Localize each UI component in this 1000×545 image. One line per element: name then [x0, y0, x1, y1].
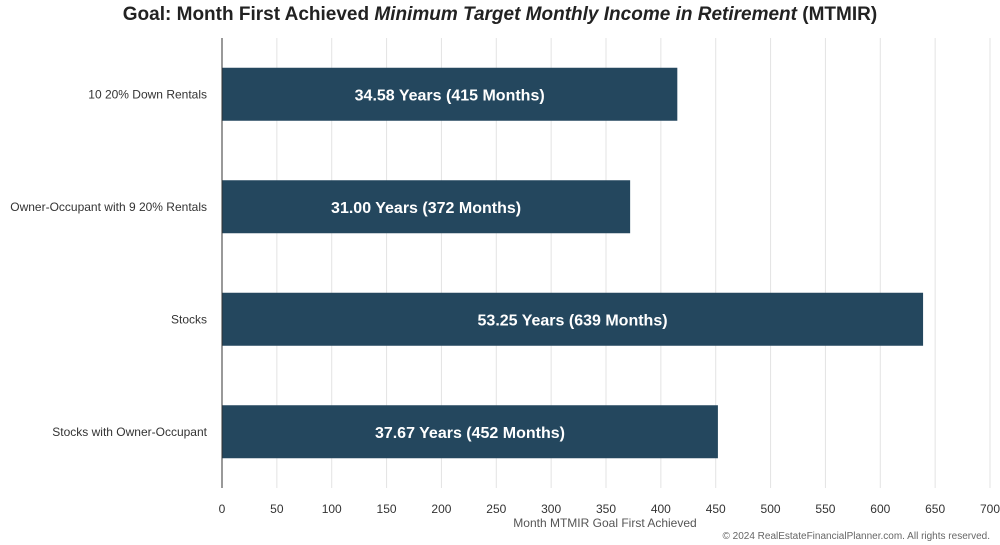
x-tick-label: 500 [761, 502, 781, 516]
x-tick-label: 350 [596, 502, 616, 516]
x-tick-label: 400 [651, 502, 671, 516]
y-category-label: Stocks [171, 312, 207, 326]
bar-data-label: 53.25 Years (639 Months) [478, 312, 668, 329]
chart-title-suffix: (MTMIR) [797, 4, 878, 25]
chart-title-emphasis: Minimum Target Monthly Income in Retirem… [374, 4, 797, 25]
copyright-notice: © 2024 RealEstateFinancialPlanner.com. A… [722, 531, 990, 542]
chart-title: Goal: Month First Achieved Minimum Targe… [0, 4, 1000, 26]
chart-title-prefix: Goal: Month First Achieved [122, 4, 375, 25]
x-tick-label: 0 [219, 502, 226, 516]
y-category-label: 10 20% Down Rentals [88, 87, 207, 101]
y-category-label: Stocks with Owner-Occupant [52, 425, 207, 439]
bar [222, 180, 631, 234]
bar-data-label: 37.67 Years (452 Months) [375, 425, 565, 442]
x-tick-label: 700 [980, 502, 1000, 516]
x-axis-title: Month MTMIR Goal First Achieved [513, 516, 696, 530]
x-tick-label: 100 [322, 502, 342, 516]
x-tick-label: 600 [870, 502, 890, 516]
y-category-label: Owner-Occupant with 9 20% Rentals [10, 200, 207, 214]
bar [222, 405, 718, 459]
x-tick-label: 250 [486, 502, 506, 516]
x-tick-label: 450 [706, 502, 726, 516]
x-tick-label: 300 [541, 502, 561, 516]
x-tick-label: 150 [377, 502, 397, 516]
bar-data-label: 34.58 Years (415 Months) [355, 87, 545, 104]
x-tick-label: 50 [270, 502, 284, 516]
bar [222, 67, 678, 121]
bar [222, 292, 924, 346]
x-tick-label: 650 [925, 502, 945, 516]
bar-data-label: 31.00 Years (372 Months) [331, 200, 521, 217]
x-tick-label: 200 [431, 502, 451, 516]
x-tick-label: 550 [815, 502, 835, 516]
